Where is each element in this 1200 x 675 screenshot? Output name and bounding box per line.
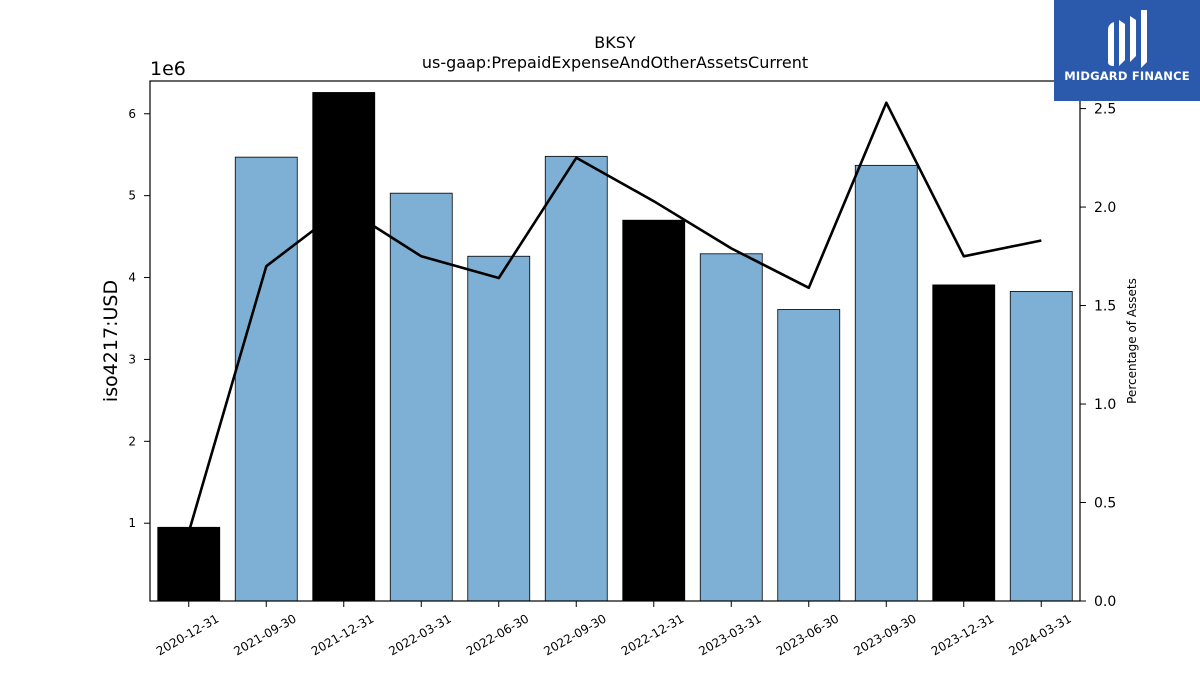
bar-2021-09-30	[234, 156, 298, 602]
x-tick-label: 2023-09-30	[851, 611, 918, 658]
bar-2023-03-31	[699, 253, 763, 602]
y-tick-label: 1	[128, 516, 136, 530]
y-tick-label: 3	[128, 352, 136, 366]
x-tick-label: 2023-12-31	[929, 611, 996, 658]
percentage-line	[187, 101, 1042, 533]
bar-2022-03-31	[389, 192, 453, 602]
chart-subtitle: us-gaap:PrepaidExpenseAndOtherAssetsCurr…	[422, 53, 808, 72]
logo-text: MIDGARD FINANCE	[1064, 69, 1190, 83]
x-tick-label: 2022-09-30	[541, 611, 608, 658]
x-tick-label: 2023-03-31	[696, 611, 763, 658]
y-tick-label: 2	[128, 434, 136, 448]
bar-2023-06-30	[777, 309, 841, 602]
bar-2022-06-30	[467, 255, 531, 602]
chart-title: BKSY	[594, 33, 636, 52]
y-axis-ticks: 1 2 3 4 5 6	[128, 107, 150, 530]
y-tick-label: 6	[128, 107, 136, 121]
x-tick-label: 2021-12-31	[309, 611, 376, 658]
x-tick-label: 2020-12-31	[154, 611, 221, 658]
midgard-finance-logo: MIDGARD FINANCE	[1054, 0, 1200, 101]
x-tick-label: 2022-06-30	[464, 611, 531, 658]
x-tick-label: 2022-03-31	[386, 611, 453, 658]
x-tick-label: 2022-12-31	[619, 611, 686, 658]
y-offset-label: 1e6	[150, 58, 186, 80]
y-tick-label: 5	[128, 189, 136, 203]
bar-2021-12-31	[312, 92, 376, 602]
y-tick-label: 4	[128, 271, 136, 285]
logo-mark-icon	[1108, 10, 1147, 68]
y2-tick-label: 1.5	[1094, 299, 1116, 315]
x-tick-label: 2023-06-30	[774, 611, 841, 658]
y2-tick-label: 1.0	[1094, 397, 1116, 413]
y2-axis-label: Percentage of Assets	[1125, 278, 1139, 404]
y2-tick-label: 0.0	[1094, 594, 1116, 610]
bar-2022-09-30	[544, 155, 608, 602]
bar-2023-12-31	[932, 284, 996, 602]
percentage-of-assets-line	[187, 101, 1042, 533]
plot-frame	[149, 80, 1081, 602]
bar-2023-09-30	[854, 164, 918, 602]
y2-axis-ticks: 0.0 0.5 1.0 1.5 2.0 2.5	[1080, 102, 1116, 610]
x-tick-label: 2021-09-30	[231, 611, 298, 658]
y2-tick-label: 2.0	[1094, 200, 1116, 216]
bar-2022-12-31	[622, 219, 686, 602]
bar-2024-03-31	[1009, 291, 1073, 602]
y-axis-label: iso4217:USD	[100, 280, 122, 402]
bar-2020-12-31	[157, 526, 221, 602]
x-tick-label: 2024-03-31	[1006, 611, 1073, 658]
x-axis-ticks: 2020-12-31 2021-09-30 2021-12-31 2022-03-31…	[154, 601, 1074, 658]
y2-tick-label: 2.5	[1094, 102, 1116, 118]
y2-tick-label: 0.5	[1094, 496, 1116, 512]
bars	[157, 92, 1073, 602]
